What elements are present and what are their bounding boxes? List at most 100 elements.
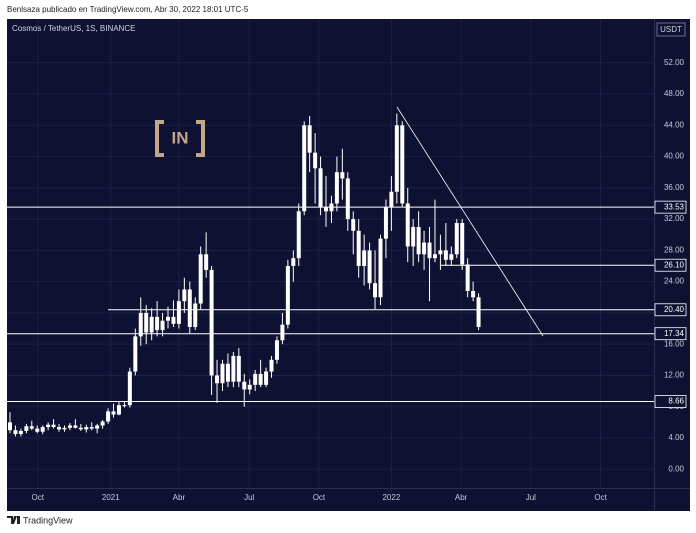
x-tick-label: Abr (455, 493, 468, 502)
candle-body (127, 371, 132, 406)
candle-body (438, 250, 443, 255)
candle-body (411, 226, 416, 247)
publisher: Benlsaza publicado en TradingView.com, A… (7, 5, 249, 14)
level-label: 33.53 (664, 202, 685, 211)
candle-body (176, 301, 181, 324)
grid (7, 19, 654, 488)
candle-body (432, 254, 437, 259)
candle-body (84, 427, 89, 430)
candle-body (443, 250, 448, 260)
candle-body (225, 363, 230, 382)
candle-body (427, 242, 432, 259)
watermark-text: IN (172, 128, 189, 147)
candle-body (378, 238, 383, 298)
candle-body (149, 316, 154, 333)
candle-body (100, 421, 105, 426)
candle-body (302, 125, 307, 212)
y-tick-label: 48.00 (664, 89, 685, 98)
candle-body (106, 411, 111, 422)
candle-body (471, 291, 476, 298)
candle-body (280, 324, 285, 341)
candle-body (40, 427, 45, 432)
candle-body (187, 289, 192, 327)
candle-body (111, 411, 116, 415)
candle-body (29, 426, 34, 429)
candle-body (57, 427, 62, 430)
candle-body (351, 219, 356, 231)
candle-body (171, 316, 176, 324)
candle-body (405, 203, 410, 247)
candle-body (35, 428, 40, 432)
candle-body (476, 297, 481, 327)
level-label-box (654, 303, 687, 317)
candle-body (389, 191, 394, 208)
chart-title: Cosmos / TetherUS, 1S, BINANCE (12, 24, 135, 33)
level-label-box (654, 200, 687, 214)
candle-body (324, 207, 329, 212)
candle-body (367, 250, 372, 284)
candle-body (231, 355, 236, 382)
watermark: IN (155, 120, 205, 157)
candle-body (95, 425, 100, 429)
brand: TradingView (23, 515, 73, 525)
candle-body (422, 242, 427, 255)
candle-body (236, 355, 241, 382)
candle-body (296, 211, 301, 259)
x-tick-label: Oct (32, 493, 45, 502)
candle-body (18, 430, 23, 435)
candle-body (285, 266, 290, 325)
candle-body (215, 375, 220, 384)
trend-line (396, 106, 544, 337)
candle-body (291, 258, 296, 267)
currency-box (656, 22, 686, 37)
y-tick-label: 12.00 (664, 371, 685, 380)
level-label: 17.34 (664, 329, 685, 338)
candle-body (160, 320, 165, 331)
candle-body (220, 363, 225, 384)
candle-body (62, 427, 67, 430)
candle-body (144, 312, 149, 333)
candle-body (182, 289, 187, 302)
candle-body (7, 422, 12, 431)
candle-body (394, 125, 399, 192)
currency: USDT (660, 25, 682, 34)
level-label: 8.66 (668, 397, 684, 406)
level-label-box (654, 258, 687, 272)
candle-body (318, 168, 323, 208)
candle-body (373, 283, 378, 298)
candle-body (269, 359, 274, 372)
candle-body (362, 250, 367, 267)
candle-body (400, 125, 405, 204)
y-tick-label: 36.00 (664, 183, 685, 192)
candle-body (356, 230, 361, 267)
y-tick-label: 32.00 (664, 214, 685, 223)
candle-body (89, 427, 94, 429)
plot (7, 113, 481, 437)
candle-body (116, 405, 121, 415)
level-label: 26.10 (664, 260, 685, 269)
candle-body (155, 316, 160, 331)
candle-body (247, 384, 252, 390)
level-label: 20.40 (664, 305, 685, 314)
candle-body (51, 424, 56, 428)
level-label-box (654, 395, 687, 408)
candle-body (46, 424, 51, 428)
watermark-bracket (155, 120, 205, 157)
level-label-box (654, 327, 687, 341)
candle-body (209, 269, 214, 376)
candle-body (13, 430, 18, 435)
candle-body (258, 373, 263, 385)
x-tick-label: Oct (313, 493, 326, 502)
candle-body (383, 207, 388, 239)
x-tick-label: Abr (173, 493, 186, 502)
candle-body (253, 373, 258, 385)
candle-body (264, 371, 269, 385)
candle-body (138, 312, 143, 337)
footer-logo: TradingView (7, 515, 73, 525)
candle-body (340, 172, 345, 179)
candle-body (274, 340, 279, 360)
candle-body (416, 226, 421, 255)
y-tick-label: 44.00 (664, 120, 685, 129)
